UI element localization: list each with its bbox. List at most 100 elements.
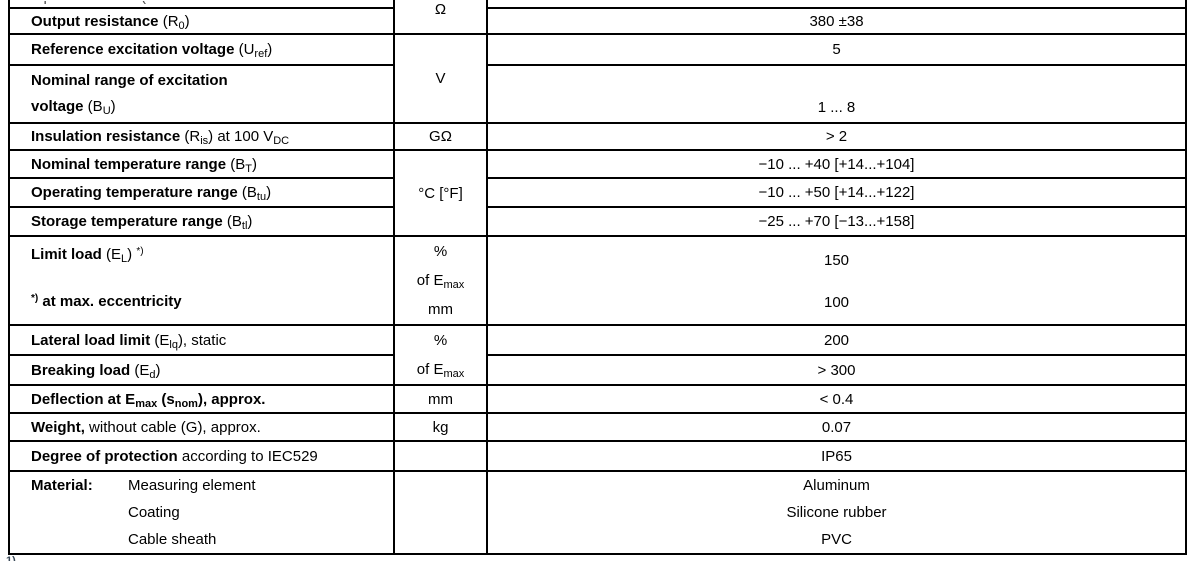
cell-text: of Emax	[416, 272, 465, 291]
table-row: Reference excitation voltage (Uref) V 5	[8, 33, 1187, 124]
cell-text: Insulation resistance (Ris) at 100 VDC	[31, 128, 290, 147]
param-cell: Degree of protection according to IEC529	[8, 440, 395, 472]
cell-text: °C [°F]	[418, 184, 463, 202]
table-row: Degree of protection according to IEC529…	[8, 440, 1187, 472]
cell-text: Silicone rubber	[786, 504, 887, 521]
table-row: Storage temperature range (Btl) −25 ... +…	[8, 206, 1187, 237]
cell-text: Cable sheath	[128, 531, 217, 548]
unit-cell	[393, 470, 488, 555]
param-cell: Operating temperature range (Btu)	[8, 177, 395, 208]
param-cell: Input resistance (R	[8, 0, 395, 9]
cell-text: %	[433, 332, 448, 349]
param-cell: Material: Measuring element Coating Cable s…	[8, 470, 395, 555]
unit-cell: % of Emax	[393, 324, 488, 386]
cell-text: Coating	[128, 504, 180, 521]
value-cell: 5	[486, 33, 1187, 66]
cell-text: Nominal range of excitation	[31, 72, 228, 89]
cell-text: %	[433, 243, 448, 260]
spec-table-body: Input resistance (RΩOutput resistance (R…	[8, 0, 1187, 555]
cell-text: Input resistance (R	[31, 1, 385, 4]
table-row: Nominal temperature range (BT) °C [°F] −10…	[8, 149, 1187, 237]
cell-text: Ω	[434, 1, 447, 18]
cell-text: *) at max. eccentricity	[31, 293, 182, 310]
cell-text: Breaking load (Ed)	[31, 361, 161, 381]
cell-text: GΩ	[429, 128, 452, 145]
cell-text: 380 ±38	[809, 12, 864, 30]
cell-text: > 2	[825, 128, 848, 145]
cell-text: Degree of protection according to IEC529	[31, 447, 318, 465]
param-cell: Breaking load (Ed)	[8, 354, 395, 386]
cell-text: 200	[823, 331, 850, 349]
cell-text: 1 ... 8	[817, 99, 856, 116]
unit-cell: kg	[393, 412, 488, 442]
param-cell: Lateral load limit (Elq), static	[8, 324, 395, 356]
table-row: Nominal range of excitation voltage (BU) 1…	[8, 64, 1187, 124]
cell-text: < 0.4	[819, 390, 854, 408]
value-cell	[486, 0, 1187, 9]
cell-text: Deflection at Emax (snom), approx.	[31, 390, 266, 410]
table-row: Input resistance (R Ω	[8, 0, 1187, 35]
cell-text: Limit load (EL) *)	[31, 246, 144, 265]
cell-text: V	[435, 70, 446, 87]
param-cell: Reference excitation voltage (Uref)	[8, 33, 395, 66]
cell-text: Reference excitation voltage (Uref)	[31, 41, 273, 60]
table-row: Limit load (EL) *) *) at max. eccentricit…	[8, 235, 1187, 326]
value-cell: 150 100	[486, 235, 1187, 326]
cell-text: Lateral load limit (Elq), static	[31, 331, 227, 351]
cell-text: Output resistance (R0)	[31, 12, 190, 32]
unit-cell	[393, 440, 488, 472]
cell-text: Aluminum	[803, 477, 870, 494]
table-row: Breaking load (Ed) > 300	[8, 354, 1187, 386]
spec-table: Input resistance (RΩOutput resistance (R…	[8, 0, 1187, 555]
value-cell: 1 ... 8	[486, 64, 1187, 124]
cell-text: kg	[432, 418, 449, 436]
cell-text: Material: Measuring element	[31, 477, 256, 494]
value-cell: 0.07	[486, 412, 1187, 442]
value-cell: −25 ... +70 [−13...+158]	[486, 206, 1187, 237]
unit-cell: mm	[393, 384, 488, 414]
value-cell: 380 ±38	[486, 7, 1187, 35]
cell-text: voltage (BU)	[31, 98, 116, 117]
unit-cell: Ω	[393, 0, 488, 35]
param-cell: Limit load (EL) *) *) at max. eccentricit…	[8, 235, 395, 326]
cell-text: IP65	[821, 447, 852, 465]
param-cell: Output resistance (R0)	[8, 7, 395, 35]
cell-text: −25 ... +70 [−13...+158]	[758, 213, 915, 230]
table-row: Material: Measuring element Coating Cable s…	[8, 470, 1187, 555]
value-cell: −10 ... +50 [+14...+122]	[486, 177, 1187, 208]
param-cell: Weight, without cable (G), approx.	[8, 412, 395, 442]
cell-text: > 300	[817, 361, 856, 379]
cell-text: 150	[823, 252, 850, 269]
cell-text: mm	[428, 301, 453, 318]
cell-text: of Emax	[416, 361, 465, 380]
value-cell: < 0.4	[486, 384, 1187, 414]
value-cell: Aluminum Silicone rubber PVC	[486, 470, 1187, 555]
table-row: Weight, without cable (G), approx. kg 0.07	[8, 412, 1187, 442]
cell-text: 0.07	[821, 418, 852, 436]
cell-text: PVC	[821, 531, 852, 548]
table-row: Operating temperature range (Btu) −10 ...…	[8, 177, 1187, 208]
unit-cell: V	[393, 33, 488, 124]
cell-text: 100	[823, 294, 850, 311]
cell-text: 5	[832, 41, 841, 58]
table-row: Output resistance (R0) 380 ±38	[8, 7, 1187, 35]
cell-text: Operating temperature range (Btu)	[31, 184, 272, 203]
value-cell: −10 ... +40 [+14...+104]	[486, 149, 1187, 179]
unit-cell: % of Emax mm	[393, 235, 488, 326]
table-row: Lateral load limit (Elq), static% of Emax…	[8, 324, 1187, 386]
cell-text: mm	[428, 390, 453, 408]
value-cell: IP65	[486, 440, 1187, 472]
param-cell: Storage temperature range (Btl)	[8, 206, 395, 237]
param-cell: Nominal range of excitation voltage (BU)	[8, 64, 395, 124]
param-cell: Insulation resistance (Ris) at 100 VDC	[8, 122, 395, 151]
value-cell: > 300	[486, 354, 1187, 386]
table-row: Insulation resistance (Ris) at 100 VDC GΩ…	[8, 122, 1187, 151]
value-cell: > 2	[486, 122, 1187, 151]
cell-text: −10 ... +40 [+14...+104]	[758, 155, 915, 173]
cell-text: Weight, without cable (G), approx.	[31, 418, 261, 436]
param-cell: Deflection at Emax (snom), approx.	[8, 384, 395, 414]
value-cell: 200	[486, 324, 1187, 356]
cell-text: −10 ... +50 [+14...+122]	[758, 184, 915, 201]
cell-text: Nominal temperature range (BT)	[31, 155, 257, 175]
